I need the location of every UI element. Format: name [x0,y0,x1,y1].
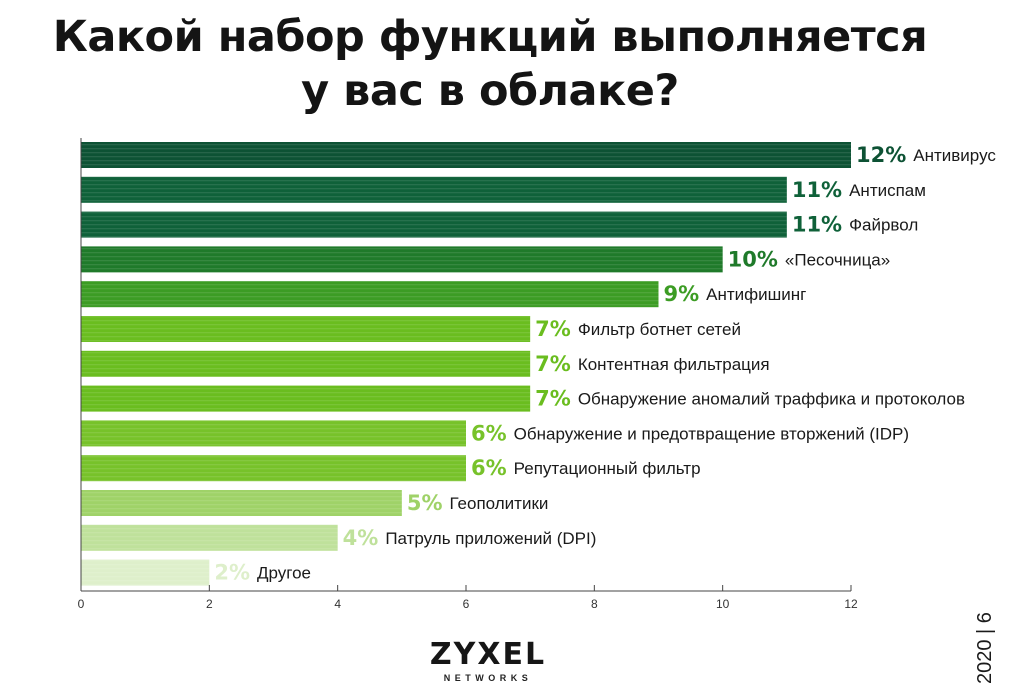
logo-wordmark: ZYXEL [418,640,558,670]
x-tick-label: 2 [206,597,213,611]
bar-texture [81,351,530,377]
bar-value-label: 6% [471,421,507,445]
bar-category-label: Антивирус [913,146,996,165]
page-footer: 2020 | 6 [972,600,998,684]
x-tick-label: 12 [844,597,858,611]
bar-texture [81,281,659,307]
x-tick-label: 8 [591,597,598,611]
bar-category-label: Контентная фильтрация [578,355,770,374]
bar-texture [81,420,466,446]
bar-texture [81,177,787,203]
bar-value-label: 5% [407,491,443,515]
bar-category-label: Файрвол [849,216,918,235]
bar-category-label: Репутационный фильтр [514,459,701,478]
bar-value-label: 9% [664,282,700,306]
bar-category-label: Фильтр ботнет сетей [578,320,741,339]
zyxel-logo: ZYXEL NETWORKS [418,640,558,683]
bar-texture [81,560,209,586]
logo-subtitle: NETWORKS [418,673,558,683]
bar-value-label: 10% [728,247,778,271]
bar-texture [81,386,530,412]
bar-texture [81,142,851,168]
x-tick-label: 10 [716,597,730,611]
bar-texture [81,212,787,238]
bar-value-label: 2% [214,561,250,585]
x-tick-label: 0 [78,597,85,611]
bar-category-label: Патруль приложений (DPI) [385,529,596,548]
bar-value-label: 7% [535,387,571,411]
bar-texture [81,490,402,516]
bar-texture [81,525,338,551]
x-tick-label: 4 [334,597,341,611]
x-tick-label: 6 [463,597,470,611]
bar-category-label: Геополитики [449,494,548,513]
bar-category-label: «Песочница» [785,250,890,269]
bar-category-label: Другое [257,564,311,583]
bar-chart: 12% Антивирус 11% Антиспам 11% Файрвол 10% «Пес… [0,0,1036,640]
bar-value-label: 7% [535,317,571,341]
bar-category-label: Обнаружение и предотвращение вторжений (… [514,424,909,443]
bar-value-label: 11% [792,213,842,237]
bar-value-label: 6% [471,456,507,480]
bar-value-label: 7% [535,352,571,376]
bar-category-label: Антифишинг [706,285,806,304]
bar-category-label: Обнаружение аномалий траффика и протокол… [578,390,965,409]
bar-texture [81,246,723,272]
bar-value-label: 12% [856,143,906,167]
bar-value-label: 4% [343,526,379,550]
bar-texture [81,316,530,342]
bar-category-label: Антиспам [849,181,926,200]
bar-texture [81,455,466,481]
bar-value-label: 11% [792,178,842,202]
